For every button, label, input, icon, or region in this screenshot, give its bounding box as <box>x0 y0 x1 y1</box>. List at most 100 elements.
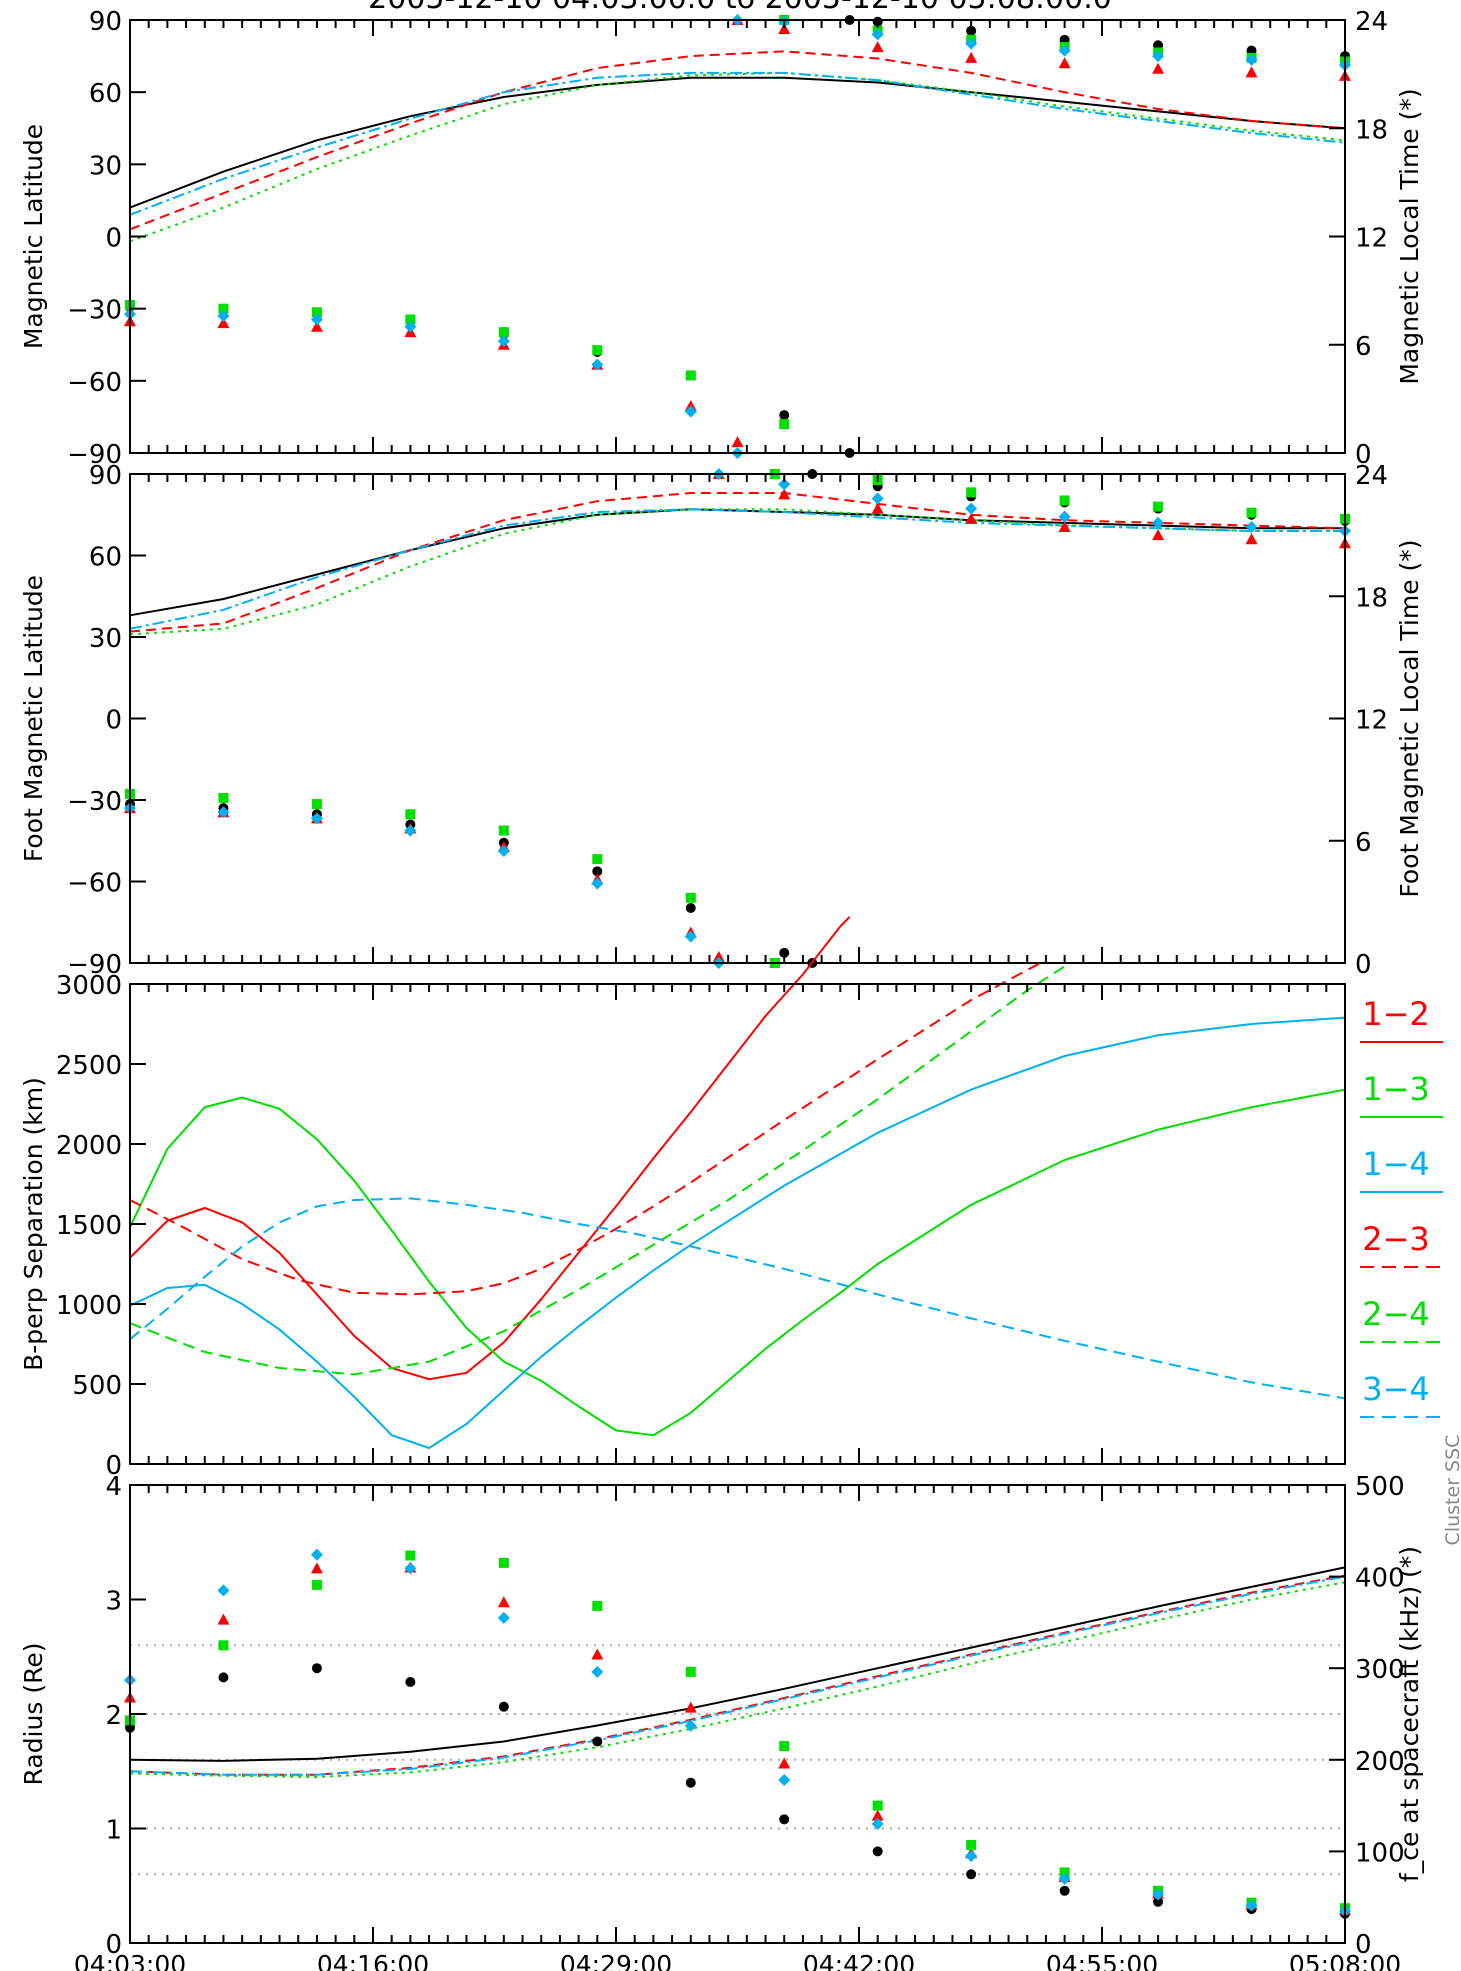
data-point <box>1152 62 1165 74</box>
data-point <box>310 313 323 326</box>
y2-axis-title: f_ce at spacecraft (kHz) (*) <box>1395 1546 1424 1882</box>
series-line <box>129 508 1345 636</box>
data-point <box>405 809 416 820</box>
series-line <box>129 1581 1346 1779</box>
data-point <box>872 1800 883 1811</box>
y-axis-title: Magnetic Latitude <box>19 124 48 349</box>
y2-tick-label: 12 <box>1355 224 1388 254</box>
time-range-header: 2005-12-10 04:03:00.0 to 2005-12-10 05:0… <box>368 0 1112 16</box>
y-tick-label: 1 <box>105 1816 122 1846</box>
marker-series-4 <box>124 1548 1351 1917</box>
plot-frame <box>129 19 1346 454</box>
chart-panel-3: 0 500 1000 1500 2000 2500 3000 B-perp Separatio… <box>19 916 1443 1481</box>
series-line <box>129 1197 1346 1400</box>
data-point <box>1153 1896 1164 1907</box>
data-point <box>871 1809 884 1821</box>
y2-tick-label: 18 <box>1355 583 1388 613</box>
y2-tick-label: 100 <box>1355 1838 1405 1868</box>
data-point <box>1059 495 1070 506</box>
data-point <box>685 1777 696 1788</box>
data-point <box>685 1666 696 1677</box>
y2-tick-label: 200 <box>1355 1747 1405 1777</box>
series-line <box>129 1574 1346 1776</box>
legend-label: 1−2 <box>1362 995 1430 1033</box>
y2-tick-label: 24 <box>1355 7 1388 37</box>
y-tick-label: −60 <box>67 869 122 899</box>
data-point <box>311 307 322 318</box>
y-tick-label: 1500 <box>56 1211 122 1241</box>
plot-frame <box>129 983 1346 1465</box>
data-point <box>871 1817 884 1830</box>
marker-series-3 <box>125 469 1350 968</box>
data-point <box>404 824 417 837</box>
data-point <box>497 844 510 857</box>
data-point <box>311 1663 322 1674</box>
data-point <box>712 950 725 962</box>
y2-tick-label: 0 <box>1355 950 1372 980</box>
data-point <box>310 320 323 332</box>
data-point <box>966 1839 977 1850</box>
data-point <box>778 488 791 500</box>
legend-label: 2−3 <box>1362 1220 1430 1258</box>
data-point <box>405 1550 416 1561</box>
series-line <box>129 916 851 1381</box>
y-tick-label: −60 <box>67 368 122 398</box>
data-point <box>1152 1888 1165 1901</box>
marker-series-1 <box>125 1663 1350 1919</box>
marker-series-1 <box>125 469 1350 968</box>
data-point <box>685 370 696 381</box>
y-tick-label: 3000 <box>56 971 122 1001</box>
legend-label: 3−4 <box>1362 1370 1430 1408</box>
x-tick-label: 04:42:00 <box>803 1950 915 1971</box>
data-point <box>591 1648 604 1660</box>
data-point <box>498 1701 509 1712</box>
data-point <box>217 806 230 819</box>
data-point <box>497 335 510 348</box>
y2-tick-label: 0 <box>1355 1930 1372 1960</box>
data-point <box>1245 1899 1258 1912</box>
marker-series-2 <box>124 14 1351 448</box>
data-point <box>1245 533 1258 545</box>
y-tick-label: 90 <box>89 7 122 37</box>
data-point <box>1059 1867 1070 1878</box>
data-point <box>1058 57 1071 69</box>
data-point <box>731 436 744 448</box>
series-line <box>129 1016 1346 1450</box>
data-point <box>1153 501 1164 512</box>
y2-tick-label: 300 <box>1355 1655 1405 1685</box>
data-point <box>965 1849 978 1862</box>
data-point <box>685 892 696 903</box>
series-line <box>129 71 1346 243</box>
y-tick-label: 2500 <box>56 1051 122 1081</box>
y-tick-label: 30 <box>89 151 122 181</box>
legend-label: 1−4 <box>1362 1145 1430 1183</box>
data-point <box>966 1869 977 1880</box>
data-point <box>684 1719 697 1732</box>
data-point <box>218 1672 229 1683</box>
data-point <box>217 1613 230 1625</box>
data-point <box>779 947 790 958</box>
y-axis-title: B-perp Separation (km) <box>19 1077 48 1371</box>
data-point <box>592 1600 603 1611</box>
data-point <box>871 502 884 514</box>
data-point <box>592 345 603 356</box>
y2-axis-title: Foot Magnetic Local Time (*) <box>1395 539 1424 897</box>
series-line <box>129 76 1346 209</box>
marker-series-2 <box>124 1561 1351 1916</box>
data-point <box>778 1757 791 1769</box>
data-point <box>592 854 603 865</box>
y2-tick-label: 500 <box>1355 1472 1405 1502</box>
y2-tick-label: 18 <box>1355 115 1388 145</box>
x-tick-label: 04:16:00 <box>317 1950 429 1971</box>
y-tick-label: 500 <box>72 1371 122 1401</box>
marker-series-4 <box>124 468 1351 969</box>
data-point <box>498 825 509 836</box>
data-point <box>218 1640 229 1651</box>
data-point <box>778 1773 791 1786</box>
y-tick-label: 0 <box>105 1451 122 1481</box>
y-tick-label: 2000 <box>56 1131 122 1161</box>
legend-label: 1−3 <box>1362 1070 1430 1108</box>
y-axis-title: Radius (Re) <box>19 1643 48 1786</box>
data-point <box>591 1665 604 1678</box>
